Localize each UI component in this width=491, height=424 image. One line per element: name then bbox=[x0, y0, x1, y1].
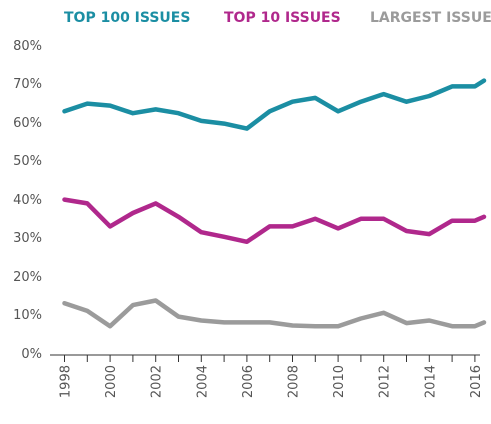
x-tick-label: 2008 bbox=[287, 365, 302, 398]
x-tick-label: 2000 bbox=[104, 365, 119, 398]
x-axis: 1998 2000 2002 2004 2006 2008 2010 2012 2014 2016 bbox=[59, 355, 484, 398]
x-tick-label: 2016 bbox=[469, 365, 484, 398]
x-tick-label: 2002 bbox=[150, 365, 165, 398]
x-tick-label: 2010 bbox=[332, 365, 347, 398]
series-lines bbox=[62, 78, 487, 329]
x-tick-label: 1998 bbox=[59, 365, 74, 398]
legend-largest-issue: LARGEST ISSUE bbox=[370, 10, 491, 26]
y-tick-label: 30% bbox=[13, 231, 42, 246]
y-tick-label: 20% bbox=[13, 270, 42, 285]
x-tick-label: 2012 bbox=[378, 365, 393, 398]
y-tick-label: 60% bbox=[13, 116, 42, 131]
series-line-top-10-issues bbox=[62, 197, 487, 245]
y-tick-label: 80% bbox=[13, 39, 42, 54]
y-axis: 80% 70% 60% 50% 40% 30% 20% 10% 0% bbox=[13, 39, 42, 362]
legend: TOP 100 ISSUES TOP 10 ISSUES LARGEST ISS… bbox=[64, 10, 491, 26]
x-tick-label: 2006 bbox=[241, 365, 256, 398]
x-tick-label: 2014 bbox=[423, 365, 438, 398]
series-line-top-100-issues bbox=[62, 78, 487, 131]
legend-top-100-issues: TOP 100 ISSUES bbox=[64, 10, 190, 26]
series-line-largest-issue bbox=[62, 298, 487, 329]
y-tick-label: 40% bbox=[13, 193, 42, 208]
y-tick-label: 0% bbox=[21, 347, 42, 362]
x-tick-label: 2004 bbox=[195, 365, 210, 398]
y-tick-label: 50% bbox=[13, 154, 42, 169]
y-tick-label: 70% bbox=[13, 77, 42, 92]
legend-top-10-issues: TOP 10 ISSUES bbox=[224, 10, 341, 26]
y-tick-label: 10% bbox=[13, 308, 42, 323]
